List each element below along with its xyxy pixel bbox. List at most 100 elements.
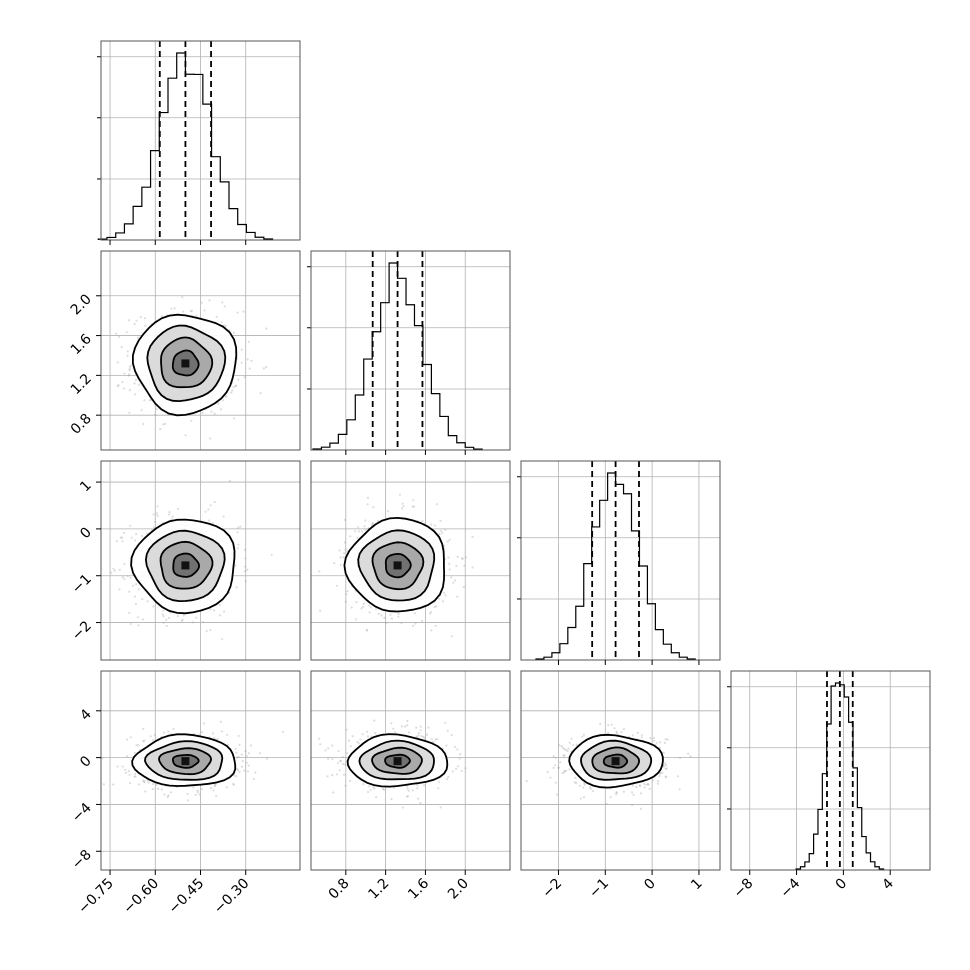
sample-point [126, 755, 129, 758]
sample-point [129, 364, 132, 367]
sample-point [125, 738, 129, 741]
sample-point [122, 387, 126, 390]
sample-point [615, 730, 618, 733]
sample-point [415, 735, 418, 738]
sample-point [420, 619, 424, 623]
sample-point [247, 764, 250, 767]
xtick-label-2-1: −1 [586, 876, 612, 902]
sample-point [552, 755, 555, 758]
sample-point [112, 783, 115, 786]
sample-point [170, 307, 173, 310]
sample-point [651, 779, 654, 782]
sample-point [213, 500, 216, 504]
sample-point [437, 597, 440, 600]
sample-point [141, 598, 144, 601]
sample-point [240, 361, 243, 364]
sample-point [324, 749, 327, 752]
sample-point [341, 762, 345, 766]
sample-point [126, 575, 129, 578]
sample-point [201, 787, 204, 791]
sample-point [444, 721, 447, 725]
sample-point [239, 525, 242, 528]
sample-point [375, 796, 378, 799]
sample-point [423, 784, 426, 787]
sample-point [367, 790, 370, 794]
sample-point [562, 754, 565, 757]
sample-point [361, 733, 364, 736]
sample-point [349, 779, 352, 783]
sample-point [141, 618, 145, 621]
sample-point [143, 399, 146, 402]
sample-point [190, 309, 194, 312]
sample-point [265, 327, 268, 330]
sample-point [236, 311, 239, 314]
sample-point [643, 786, 646, 789]
sample-point [461, 557, 464, 560]
sample-point [441, 531, 444, 535]
sample-point [447, 775, 450, 779]
sample-point [180, 619, 183, 623]
sample-point [232, 417, 236, 420]
sample-point [222, 399, 225, 402]
sample-point [221, 301, 224, 304]
sample-point [341, 756, 344, 759]
sample-point [583, 782, 586, 785]
sample-point [211, 522, 214, 525]
sample-point [133, 322, 136, 326]
sample-point [129, 736, 132, 739]
sample-point [446, 778, 449, 781]
sample-point [209, 628, 212, 632]
sample-point [393, 731, 396, 734]
sample-point [236, 531, 239, 534]
sample-point [385, 622, 388, 625]
sample-point [234, 747, 237, 750]
sample-point [639, 792, 643, 795]
sample-point [133, 595, 136, 598]
sample-point [112, 567, 115, 570]
sample-point [247, 752, 250, 755]
sample-point [446, 729, 449, 732]
sample-point [152, 526, 156, 529]
sample-point [265, 757, 269, 760]
sample-point [337, 762, 340, 765]
sample-point [142, 422, 145, 426]
sample-point [101, 757, 104, 760]
density-peak-4 [393, 757, 402, 766]
sample-point [331, 758, 334, 761]
sample-point [195, 616, 198, 619]
sample-point [128, 365, 132, 368]
sample-point [156, 514, 159, 518]
sample-point [632, 793, 635, 796]
sample-point [226, 733, 229, 737]
sample-point [455, 564, 458, 568]
sample-point [640, 734, 644, 737]
sample-point [343, 773, 346, 776]
sample-point [133, 393, 137, 396]
sample-point [232, 782, 235, 785]
sample-point [429, 612, 432, 615]
sample-point [123, 562, 126, 566]
sample-point [349, 535, 352, 538]
sample-point [419, 729, 422, 732]
sample-point [213, 785, 216, 788]
sample-point [582, 733, 586, 736]
sample-point [438, 532, 441, 536]
sample-point [640, 736, 643, 739]
sample-point [225, 395, 228, 398]
sample-point [471, 535, 474, 539]
sample-point [364, 519, 367, 522]
sample-point [430, 629, 433, 632]
sample-point [636, 731, 640, 734]
sample-point [121, 765, 124, 768]
density-peak-2 [393, 561, 402, 570]
ytick-label-2-2: 0 [77, 524, 95, 542]
sample-point [148, 399, 151, 402]
sample-point [213, 783, 216, 787]
sample-point [234, 564, 237, 567]
sample-point [237, 543, 240, 546]
sample-point [555, 793, 559, 796]
sample-point [398, 493, 401, 496]
sample-point [250, 359, 253, 362]
sample-point [416, 787, 419, 790]
sample-point [434, 624, 437, 628]
